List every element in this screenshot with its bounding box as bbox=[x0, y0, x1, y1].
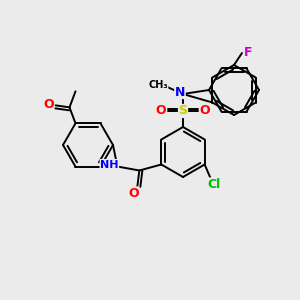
Text: N: N bbox=[175, 85, 185, 98]
Text: F: F bbox=[244, 46, 252, 59]
Text: O: O bbox=[43, 98, 54, 111]
Text: O: O bbox=[128, 187, 139, 200]
Text: NH: NH bbox=[100, 160, 118, 170]
Text: O: O bbox=[200, 103, 210, 116]
Text: Cl: Cl bbox=[207, 178, 220, 191]
Text: O: O bbox=[156, 103, 166, 116]
Text: S: S bbox=[178, 104, 188, 118]
Text: CH₃: CH₃ bbox=[148, 80, 168, 90]
